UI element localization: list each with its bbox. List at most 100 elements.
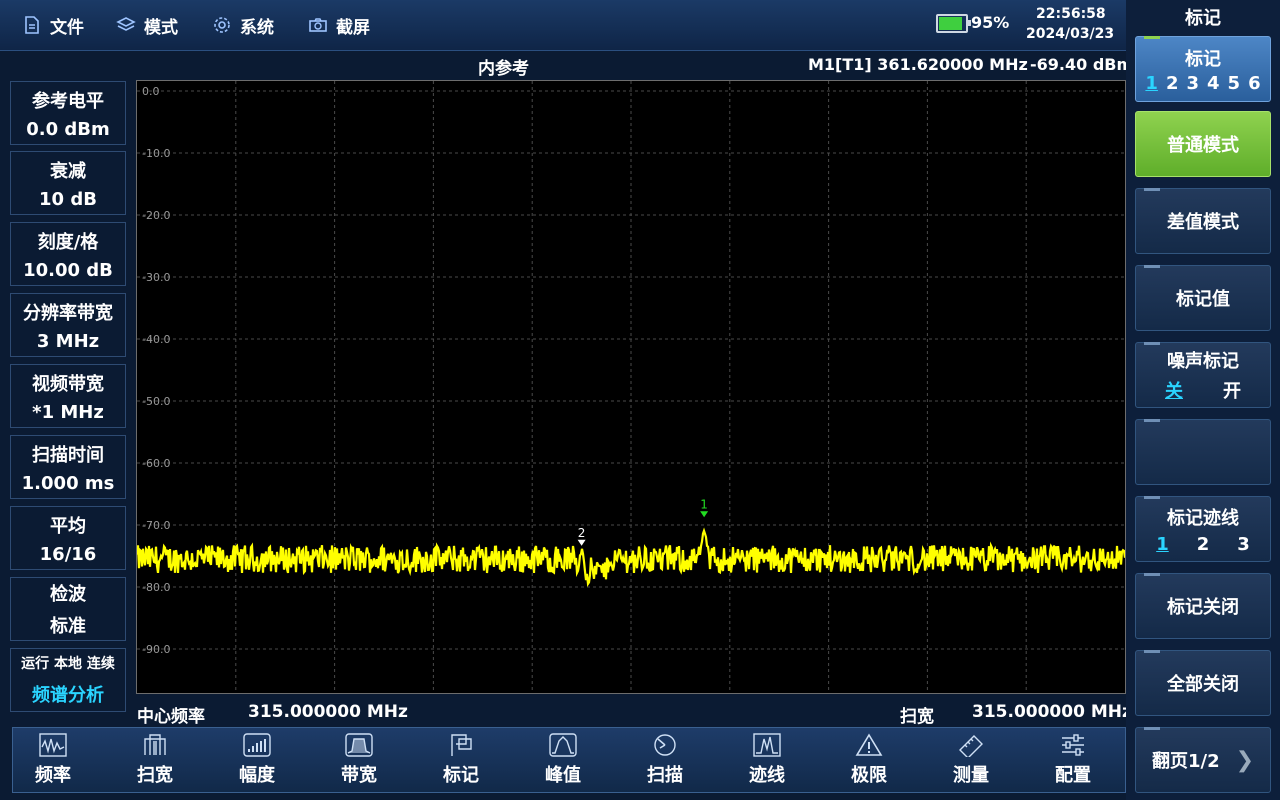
bottom-btn-label: 带宽 bbox=[341, 765, 377, 786]
param-label: 平均 bbox=[50, 515, 86, 537]
analysis-mode: 频谱分析 bbox=[32, 685, 104, 706]
trace-option-3[interactable]: 3 bbox=[1237, 533, 1250, 555]
bottom-btn-label: 扫描 bbox=[647, 765, 683, 786]
bottom-btn-frequency[interactable]: 频率 bbox=[3, 728, 103, 792]
ruler-icon bbox=[959, 735, 983, 757]
noise-toggle: 关 开 bbox=[1165, 377, 1241, 403]
marker-number-6[interactable]: 6 bbox=[1248, 72, 1261, 94]
bottom-btn-bandwidth[interactable]: 带宽 bbox=[309, 728, 409, 792]
run-status-text: 运行 本地 连续 bbox=[21, 656, 115, 672]
bottom-btn-label: 峰值 bbox=[545, 765, 581, 786]
marker-number-1[interactable]: 1 bbox=[1145, 72, 1158, 94]
spectrum-graph[interactable]: 0.0 -10.0 -20.0 -30.0 -40.0 -50.0 -60.0 -70.0 -8… bbox=[136, 80, 1126, 694]
trace-options: 1 2 3 bbox=[1156, 534, 1250, 555]
top-menu-bar: 文件 模式 系统 截屏 95% 22:56:58 2024/03/23 bbox=[0, 0, 1126, 51]
sliders-icon bbox=[1062, 734, 1084, 756]
menu-system[interactable]: 系统 bbox=[212, 0, 274, 50]
marker-1-triangle[interactable] bbox=[700, 511, 709, 518]
menu-file[interactable]: 文件 bbox=[22, 0, 84, 50]
param-value: 标准 bbox=[50, 616, 86, 637]
param-ref-level[interactable]: 参考电平 0.0 dBm bbox=[10, 81, 126, 145]
param-label: 分辨率带宽 bbox=[23, 302, 113, 324]
param-label: 扫描时间 bbox=[32, 444, 104, 466]
marker-trace-button[interactable]: 标记迹线 1 2 3 bbox=[1135, 496, 1271, 562]
softkey-tab bbox=[1144, 188, 1160, 191]
param-detector[interactable]: 检波 标准 bbox=[10, 577, 126, 641]
frequency-icon bbox=[39, 733, 67, 757]
trace-option-2[interactable]: 2 bbox=[1196, 533, 1210, 555]
softkey-label: 差值模式 bbox=[1167, 212, 1239, 233]
param-average[interactable]: 平均 16/16 bbox=[10, 506, 126, 570]
y-tick-label: -30.0 bbox=[142, 271, 170, 284]
softkey-tab bbox=[1144, 650, 1160, 653]
bandwidth-icon bbox=[345, 733, 373, 757]
trace-icon bbox=[753, 733, 781, 757]
menu-screenshot-label: 截屏 bbox=[336, 17, 370, 38]
y-tick-label: -10.0 bbox=[142, 147, 170, 160]
center-freq-value: 315.000000 MHz bbox=[248, 702, 408, 722]
marker-select-button[interactable]: 标记 1 2 3 4 5 6 bbox=[1135, 36, 1271, 102]
param-label: 检波 bbox=[50, 584, 86, 605]
menu-screenshot[interactable]: 截屏 bbox=[308, 0, 370, 50]
empty-softkey[interactable] bbox=[1135, 419, 1271, 485]
bottom-btn-config[interactable]: 配置 bbox=[1023, 728, 1123, 792]
param-value: 1.000 ms bbox=[21, 472, 115, 494]
bottom-btn-label: 配置 bbox=[1055, 765, 1091, 786]
marker-number-5[interactable]: 5 bbox=[1227, 72, 1241, 94]
all-off-button[interactable]: 全部关闭 bbox=[1135, 650, 1271, 716]
marker-off-button[interactable]: 标记关闭 bbox=[1135, 573, 1271, 639]
softkey-label: 翻页1/2 bbox=[1151, 751, 1220, 772]
bottom-btn-label: 扫宽 bbox=[137, 765, 173, 786]
marker-value-button[interactable]: 标记值 bbox=[1135, 265, 1271, 331]
marker-number-3[interactable]: 3 bbox=[1186, 72, 1199, 94]
trace-option-1[interactable]: 1 bbox=[1156, 533, 1169, 555]
bottom-btn-limit[interactable]: 极限 bbox=[819, 728, 919, 792]
param-scale-div[interactable]: 刻度/格 10.00 dB bbox=[10, 222, 126, 286]
marker-readout-level: -69.40 dBm bbox=[1030, 55, 1134, 74]
marker-2-label: 2 bbox=[578, 526, 586, 540]
clock-date: 2024/03/23 bbox=[1026, 26, 1115, 42]
y-tick-label: -60.0 bbox=[142, 457, 170, 470]
reference-source: 内参考 bbox=[478, 59, 529, 79]
bottom-btn-span[interactable]: 扫宽 bbox=[105, 728, 205, 792]
marker-number-2[interactable]: 2 bbox=[1165, 72, 1179, 94]
param-label: 衰减 bbox=[50, 160, 86, 182]
y-tick-label: -50.0 bbox=[142, 395, 170, 408]
param-attenuation[interactable]: 衰减 10 dB bbox=[10, 151, 126, 215]
marker-2-triangle[interactable] bbox=[577, 539, 586, 546]
marker-number-list: 1 2 3 4 5 6 bbox=[1145, 73, 1260, 94]
param-vbw[interactable]: 视频带宽 *1 MHz bbox=[10, 364, 126, 428]
menu-file-label: 文件 bbox=[50, 17, 84, 38]
param-label: 刻度/格 bbox=[37, 231, 99, 253]
page-button[interactable]: 翻页1/2 ❯ bbox=[1135, 727, 1271, 793]
bottom-btn-peak[interactable]: 峰值 bbox=[513, 728, 613, 792]
limit-warning-icon bbox=[855, 733, 883, 756]
amplitude-icon bbox=[243, 733, 271, 757]
softkey-label: 噪声标记 bbox=[1167, 351, 1239, 372]
softkey-label: 全部关闭 bbox=[1167, 674, 1239, 695]
normal-mode-button[interactable]: 普通模式 bbox=[1135, 111, 1271, 177]
span-label: 扫宽 bbox=[900, 707, 934, 727]
bottom-btn-measure[interactable]: 测量 bbox=[921, 728, 1021, 792]
menu-system-label: 系统 bbox=[240, 17, 274, 38]
softkey-label: 标记迹线 bbox=[1167, 507, 1239, 529]
delta-mode-button[interactable]: 差值模式 bbox=[1135, 188, 1271, 254]
y-tick-label: -40.0 bbox=[142, 333, 170, 346]
marker-readout-freq: M1[T1] 361.620000 MHz bbox=[808, 55, 1028, 74]
param-sweep-time[interactable]: 扫描时间 1.000 ms bbox=[10, 435, 126, 499]
bottom-btn-marker[interactable]: 标记 bbox=[411, 728, 511, 792]
noise-off-option[interactable]: 关 bbox=[1165, 381, 1183, 402]
bottom-btn-sweep[interactable]: 扫描 bbox=[615, 728, 715, 792]
menu-mode[interactable]: 模式 bbox=[116, 0, 178, 50]
softkey-tab bbox=[1144, 727, 1160, 730]
noise-on-option[interactable]: 开 bbox=[1223, 381, 1241, 402]
bottom-btn-trace[interactable]: 迹线 bbox=[717, 728, 817, 792]
param-value: 10 dB bbox=[39, 188, 97, 210]
param-rbw[interactable]: 分辨率带宽 3 MHz bbox=[10, 293, 126, 357]
noise-marker-button[interactable]: 噪声标记 关 开 bbox=[1135, 342, 1271, 408]
bottom-btn-amplitude[interactable]: 幅度 bbox=[207, 728, 307, 792]
sweep-icon bbox=[654, 734, 676, 756]
param-label: 视频带宽 bbox=[32, 373, 104, 395]
marker-number-4[interactable]: 4 bbox=[1207, 72, 1220, 94]
battery-icon bbox=[936, 14, 971, 33]
